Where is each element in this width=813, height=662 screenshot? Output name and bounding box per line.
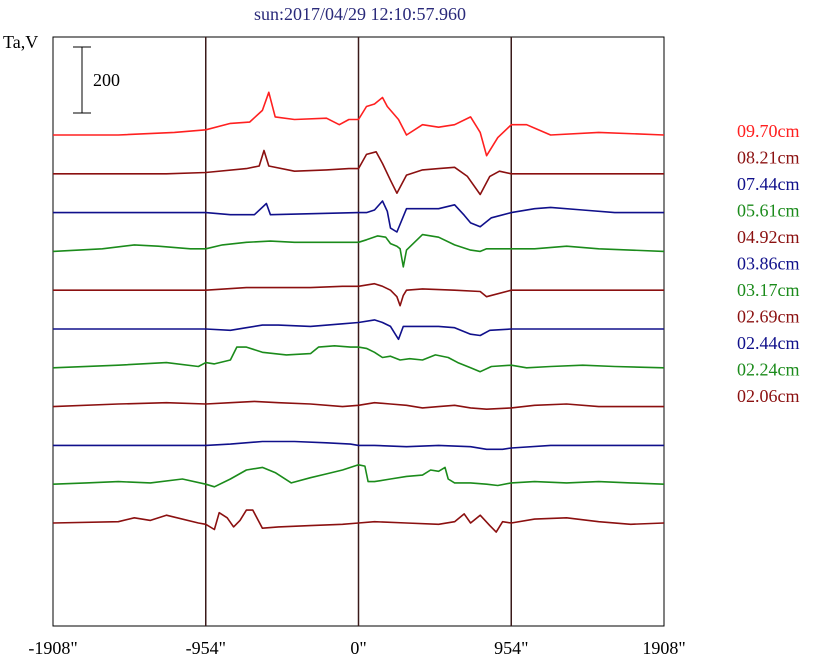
legend-entry: 02.69cm <box>737 307 800 327</box>
legend-entry: 02.06cm <box>737 386 800 406</box>
legend-entry: 03.17cm <box>737 280 800 300</box>
legend: 09.70cm 08.21cm 07.44cm 05.61cm 04.92cm 03.86… <box>737 121 800 406</box>
series-line-03.17cm <box>52 344 665 373</box>
legend-entry: 02.24cm <box>737 360 800 380</box>
series-line-02.06cm <box>52 509 665 533</box>
x-tick-label: -1908" <box>28 638 77 658</box>
x-tick-labels: -1908" -954" 0" 954" 1908" <box>28 638 685 658</box>
scale-bar: 200 <box>73 46 120 114</box>
legend-entry: 08.21cm <box>737 148 800 168</box>
legend-entry: 07.44cm <box>737 174 800 194</box>
series-line-02.24cm <box>52 463 665 488</box>
series-line-04.92cm <box>53 282 664 307</box>
legend-entry: 09.70cm <box>737 121 800 141</box>
x-tick-label: 0" <box>350 638 366 658</box>
legend-entry: 04.92cm <box>737 227 800 247</box>
y-axis-label: Ta,V <box>3 32 38 52</box>
legend-entry: 05.61cm <box>737 201 800 221</box>
series-lines <box>52 91 665 533</box>
series-line-02.44cm <box>53 440 664 451</box>
legend-entry: 02.44cm <box>737 333 800 353</box>
vertical-markers <box>205 37 512 626</box>
series-line-09.70cm <box>53 91 665 157</box>
x-tick-label: -954" <box>186 638 226 658</box>
chart-title: sun:2017/04/29 12:10:57.960 <box>254 4 466 24</box>
series-line-07.44cm <box>53 200 664 233</box>
x-tick-label: 954" <box>494 638 528 658</box>
series-line-08.21cm <box>53 149 664 196</box>
legend-entry: 03.86cm <box>737 254 800 274</box>
scale-bar-label: 200 <box>93 70 120 90</box>
series-line-02.69cm <box>52 400 664 411</box>
series-line-03.86cm <box>53 319 664 341</box>
series-line-05.61cm <box>52 233 665 268</box>
x-tick-label: 1908" <box>642 638 685 658</box>
